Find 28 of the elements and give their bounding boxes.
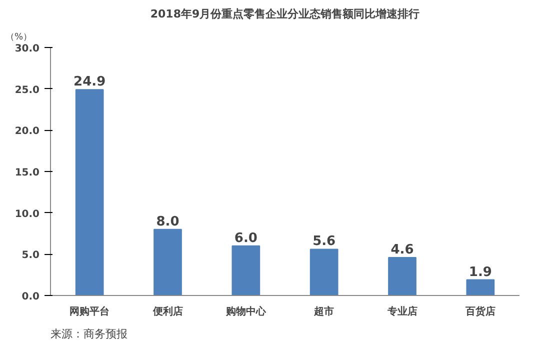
- y-axis-title: （%）: [6, 32, 32, 42]
- source-note: 来源：商务预报: [50, 328, 128, 340]
- bar: [388, 256, 416, 296]
- bar: [75, 89, 104, 296]
- data-label: 6.0: [234, 230, 258, 246]
- bar: [232, 245, 260, 296]
- data-label: 8.0: [156, 214, 180, 230]
- x-tick-label: 超市: [313, 306, 334, 318]
- y-tick-label: 5.0: [22, 250, 40, 262]
- x-tick-label: 便利店: [152, 306, 183, 318]
- y-tick-label: 20.0: [14, 126, 40, 138]
- x-tick-label: 购物中心: [224, 306, 267, 318]
- bar: [310, 248, 338, 296]
- y-tick-label: 10.0: [14, 208, 40, 220]
- bar: [466, 279, 495, 296]
- x-tick-label: 网购平台: [70, 306, 110, 318]
- data-label: 1.9: [468, 264, 492, 280]
- y-tick-label: 15.0: [14, 168, 40, 178]
- bar: [154, 228, 182, 296]
- x-tick-label: 专业店: [386, 306, 418, 318]
- chart-title: 2018年9月份重点零售企业分业态销售额同比增速排行: [150, 8, 420, 20]
- x-tick-label: 百货店: [464, 306, 496, 318]
- data-label: 24.9: [74, 74, 106, 90]
- y-tick-label: 30.0: [14, 44, 40, 54]
- y-tick-label: 25.0: [14, 84, 40, 96]
- y-tick-label: 0.0: [22, 292, 40, 302]
- data-label: 4.6: [390, 242, 414, 258]
- data-label: 5.6: [312, 234, 336, 250]
